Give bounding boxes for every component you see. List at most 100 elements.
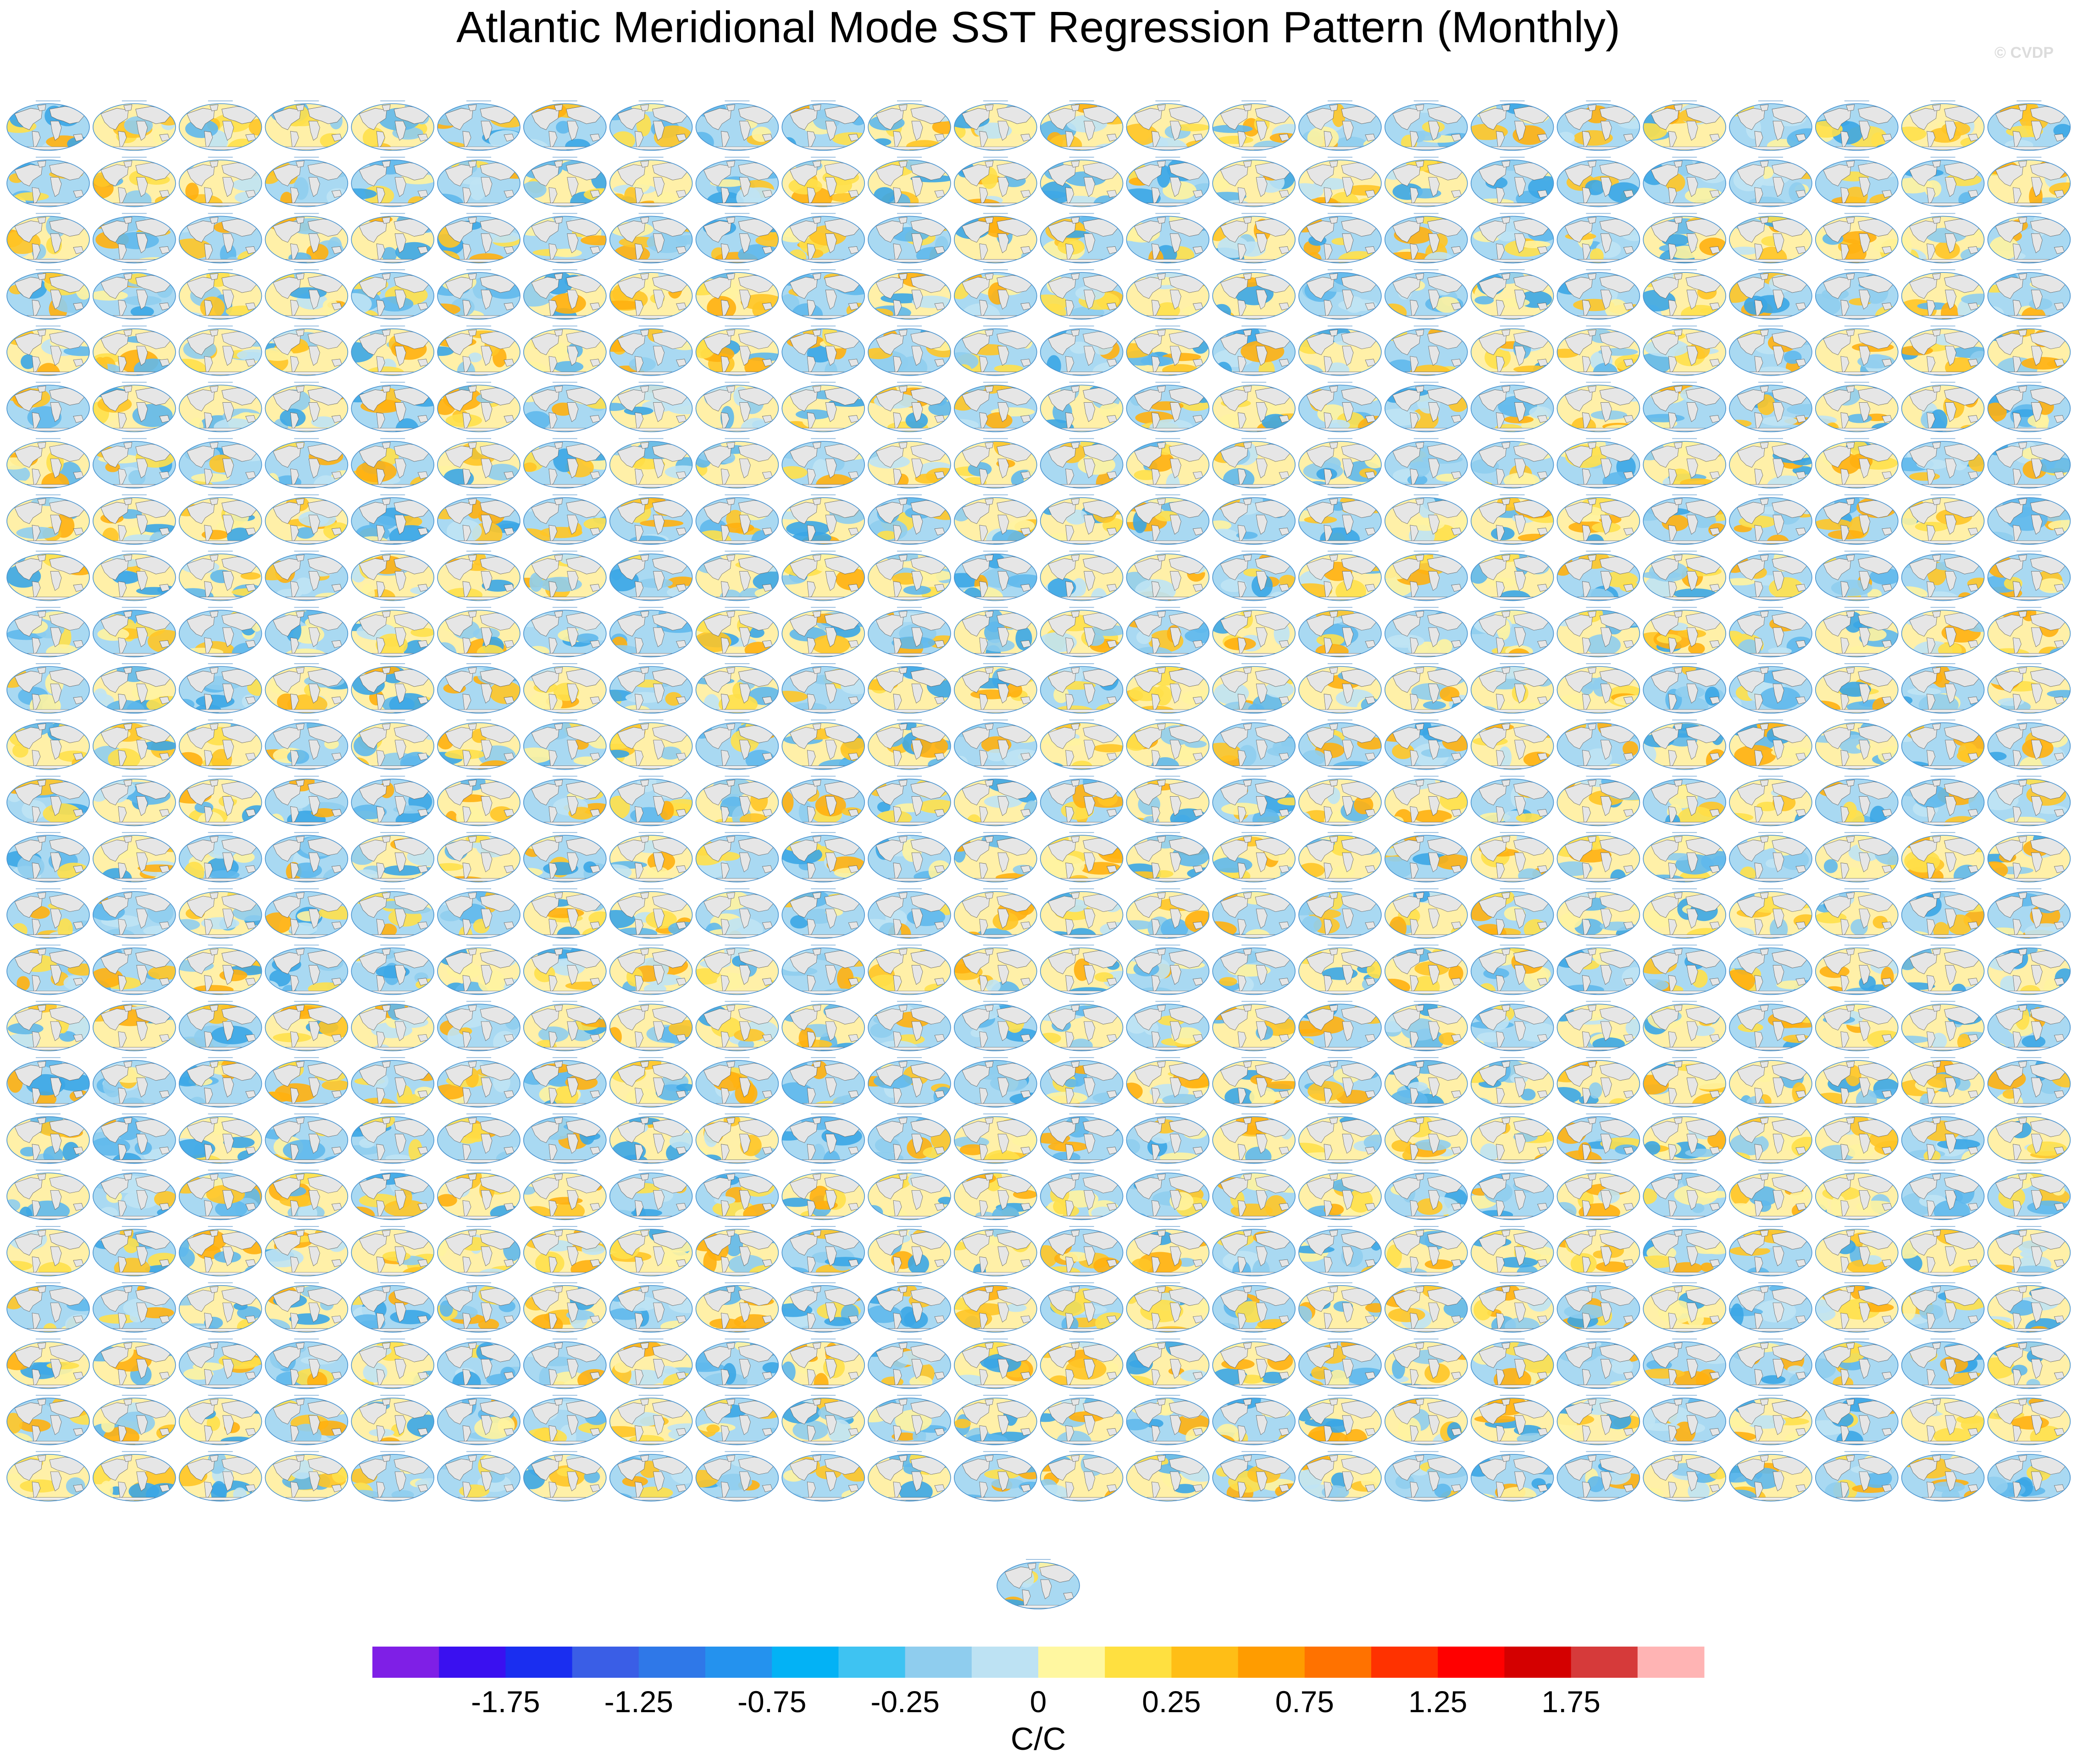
regression-map-panel [1126, 663, 1210, 714]
regression-map-panel [1470, 776, 1554, 827]
globe-outline [1729, 159, 1812, 207]
regression-map-panel [1385, 213, 1468, 264]
regression-map-panel [523, 776, 607, 827]
cool-anomaly [351, 188, 377, 200]
regression-map-panel [351, 494, 435, 545]
globe-outline [1126, 216, 1210, 264]
regression-map-panel [178, 494, 262, 545]
cool-anomaly [1423, 701, 1446, 710]
globe-outline [1729, 103, 1812, 151]
regression-map-panel [781, 776, 865, 827]
warm-anomaly [877, 531, 897, 540]
warm-anomaly [268, 813, 284, 826]
regression-map-panel [609, 607, 693, 658]
regression-map-panel [178, 269, 262, 320]
regression-map-panel [1901, 832, 1985, 882]
regression-map-panel [868, 888, 951, 939]
cool-anomaly [565, 139, 591, 150]
regression-map-panel [265, 607, 349, 658]
cool-anomaly [1988, 532, 2014, 544]
warm-anomaly [1757, 246, 1787, 263]
regression-map-panel [93, 719, 176, 770]
regression-map-panel [178, 325, 262, 376]
warm-anomaly [1559, 423, 1574, 432]
warm-anomaly [523, 868, 543, 877]
globe-outline [1212, 103, 1296, 151]
regression-map-panel [868, 156, 951, 207]
regression-map-panel [523, 888, 607, 939]
regression-map-panel [695, 888, 779, 939]
regression-map-panel [1901, 382, 1985, 433]
globe-outline [1470, 103, 1554, 151]
globe-outline [695, 159, 779, 207]
regression-map-panel [1470, 719, 1554, 770]
warm-anomaly [1836, 867, 1867, 882]
warm-anomaly [1729, 813, 1754, 822]
regression-map-panel [1556, 888, 1640, 939]
regression-map-panel [1385, 156, 1468, 207]
cool-anomaly [1302, 750, 1325, 766]
warm-anomaly [928, 708, 951, 713]
regression-map-panel [178, 832, 262, 882]
regression-map-panel [1126, 494, 1210, 545]
regression-map-panel [6, 832, 90, 882]
globe-outline [178, 272, 262, 320]
warm-anomaly [11, 923, 28, 938]
cool-anomaly [1557, 132, 1575, 144]
warm-anomaly [1643, 123, 1667, 140]
regression-map-panel [954, 213, 1037, 264]
globe-outline [437, 159, 521, 207]
regression-map-panel [351, 719, 435, 770]
regression-map-panel [1470, 325, 1554, 376]
regression-map-panel [1126, 776, 1210, 827]
regression-map-panel [609, 325, 693, 376]
regression-map-panel [1643, 832, 1726, 882]
globe-outline [1987, 216, 2071, 264]
regression-map-panel [868, 944, 951, 995]
warm-anomaly [438, 141, 465, 150]
regression-map-panel [351, 550, 435, 601]
regression-map-panel [1815, 269, 1899, 320]
regression-map-panel [609, 663, 693, 714]
warm-anomaly [1217, 135, 1253, 144]
regression-map-panel [1643, 776, 1726, 827]
warm-anomaly [1988, 861, 2008, 879]
regression-map-panel [1470, 550, 1554, 601]
regression-map-panel [1901, 888, 1985, 939]
regression-map-panel [1040, 719, 1124, 770]
globe-outline [6, 216, 90, 264]
cool-anomaly [1421, 748, 1457, 758]
cool-anomaly [1126, 920, 1154, 930]
regression-map-panel [1126, 100, 1210, 151]
regression-map-panel [1470, 156, 1554, 207]
warm-anomaly [1901, 236, 1912, 258]
regression-map-panel [868, 494, 951, 545]
regression-map-panel [695, 944, 779, 995]
regression-map-panel [1815, 832, 1899, 882]
globe-outline [954, 103, 1037, 151]
regression-map-panel [1729, 550, 1812, 601]
regression-map-panel [1212, 944, 1296, 995]
regression-map-panel [1040, 382, 1124, 433]
regression-map-panel [6, 269, 90, 320]
regression-map-panel [1298, 325, 1382, 376]
cool-anomaly [469, 179, 486, 200]
regression-map-panel [1212, 438, 1296, 489]
cool-anomaly [1214, 361, 1232, 376]
cool-anomaly [874, 187, 896, 204]
cool-anomaly [1040, 762, 1064, 770]
globe-outline [1815, 216, 1899, 264]
regression-map-panel [781, 944, 865, 995]
regression-map-panel [523, 100, 607, 151]
regression-map-panel [1987, 719, 2071, 770]
regression-map-panel [265, 156, 349, 207]
warm-anomaly [356, 460, 397, 483]
warm-anomaly [200, 296, 225, 318]
regression-map-panel [781, 382, 865, 433]
regression-map-panel [1212, 888, 1296, 939]
warm-anomaly [476, 644, 504, 657]
regression-map-panel [1040, 269, 1124, 320]
regression-map-panel [1212, 494, 1296, 545]
regression-map-panel [781, 663, 865, 714]
regression-map-panel [1815, 100, 1899, 151]
